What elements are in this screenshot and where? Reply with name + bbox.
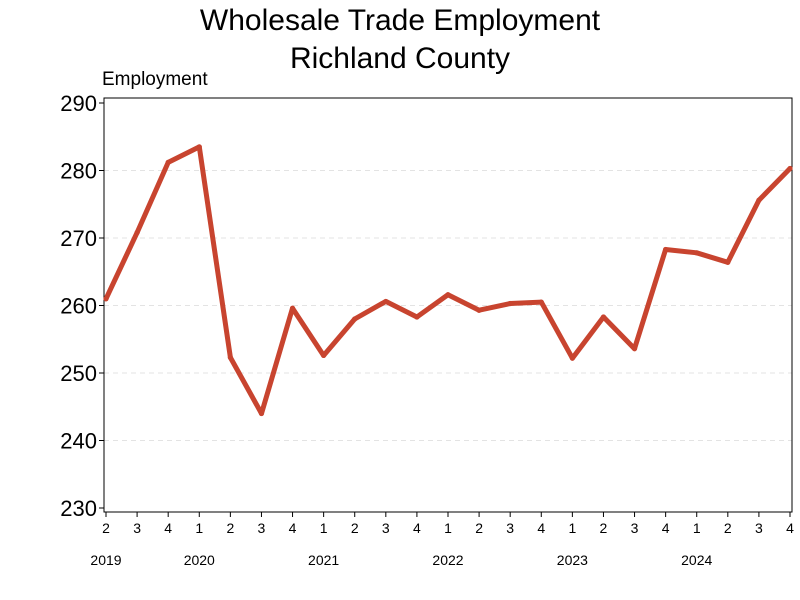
y-tick-label: 260	[60, 294, 97, 319]
y-tick-label: 240	[60, 429, 97, 454]
y-tick-label: 290	[60, 91, 97, 116]
chart-title-line2: Richland County	[290, 42, 510, 75]
x-tick-label: 3	[506, 520, 514, 536]
x-tick-label: 1	[568, 520, 576, 536]
x-tick-label: 2	[351, 520, 359, 536]
year-label: 2019	[90, 552, 121, 568]
data-point	[600, 314, 607, 320]
x-tick-label: 3	[755, 520, 763, 536]
grid-lines	[104, 170, 792, 441]
data-point	[258, 410, 265, 417]
x-tick-label: 4	[289, 520, 297, 536]
x-tick-label: 2	[475, 520, 483, 536]
series-layer	[103, 144, 793, 417]
year-label: 2021	[308, 552, 339, 568]
x-tick-label: 4	[413, 520, 421, 536]
data-point	[663, 246, 669, 253]
x-tick-label: 4	[164, 520, 172, 536]
y-tick-label: 270	[60, 226, 97, 251]
x-tick-label: 3	[631, 520, 639, 536]
y-axis-ticks: 230 240 250 260 270 280 290	[60, 91, 104, 521]
x-tick-label: 3	[133, 520, 141, 536]
x-tick-label: 1	[444, 520, 452, 536]
data-point	[694, 250, 700, 256]
data-point	[352, 316, 358, 322]
x-tick-label: 1	[320, 520, 328, 536]
x-tick-label: 2	[102, 520, 110, 536]
x-tick-label: 4	[786, 520, 794, 536]
data-point	[725, 259, 731, 265]
data-point	[134, 230, 140, 236]
x-tick-label: 2	[226, 520, 234, 536]
x-tick-label: 4	[537, 520, 545, 536]
y-tick-label: 250	[60, 361, 97, 386]
y-tick-label: 280	[60, 159, 97, 184]
data-point	[631, 346, 638, 352]
series-line	[103, 144, 793, 416]
data-point	[289, 305, 296, 311]
data-point	[756, 197, 762, 203]
data-point	[196, 144, 202, 150]
data-point	[383, 298, 389, 305]
y-axis-label: Employment	[102, 69, 208, 90]
data-point	[227, 354, 233, 361]
x-tick-label: 1	[195, 520, 203, 536]
data-point	[787, 165, 793, 172]
year-label: 2020	[184, 552, 215, 568]
x-tick-label: 1	[693, 520, 701, 536]
x-tick-label: 2	[724, 520, 732, 536]
x-tick-label: 3	[382, 520, 390, 536]
x-axis-ticks: 2 3 4 1 2 3 4 1 2 3 4 1 2 3 4 1 2 3 4 1 2 3 4 2019 2020 2021 2022 2…	[90, 512, 794, 568]
data-point	[414, 314, 420, 320]
data-point	[507, 300, 513, 307]
chart-title-line1: Wholesale Trade Employment	[200, 4, 601, 37]
year-label: 2024	[681, 552, 712, 568]
data-point	[103, 296, 109, 302]
x-tick-label: 4	[662, 520, 670, 536]
data-point	[476, 307, 482, 313]
y-tick-label: 230	[60, 496, 97, 521]
data-point	[538, 299, 544, 305]
data-point	[165, 159, 171, 165]
x-tick-label: 2	[600, 520, 608, 536]
data-point	[445, 292, 451, 298]
data-point	[321, 352, 327, 359]
data-point	[569, 355, 575, 361]
year-label: 2022	[432, 552, 463, 568]
x-tick-label: 3	[258, 520, 266, 536]
year-label: 2023	[557, 552, 588, 568]
